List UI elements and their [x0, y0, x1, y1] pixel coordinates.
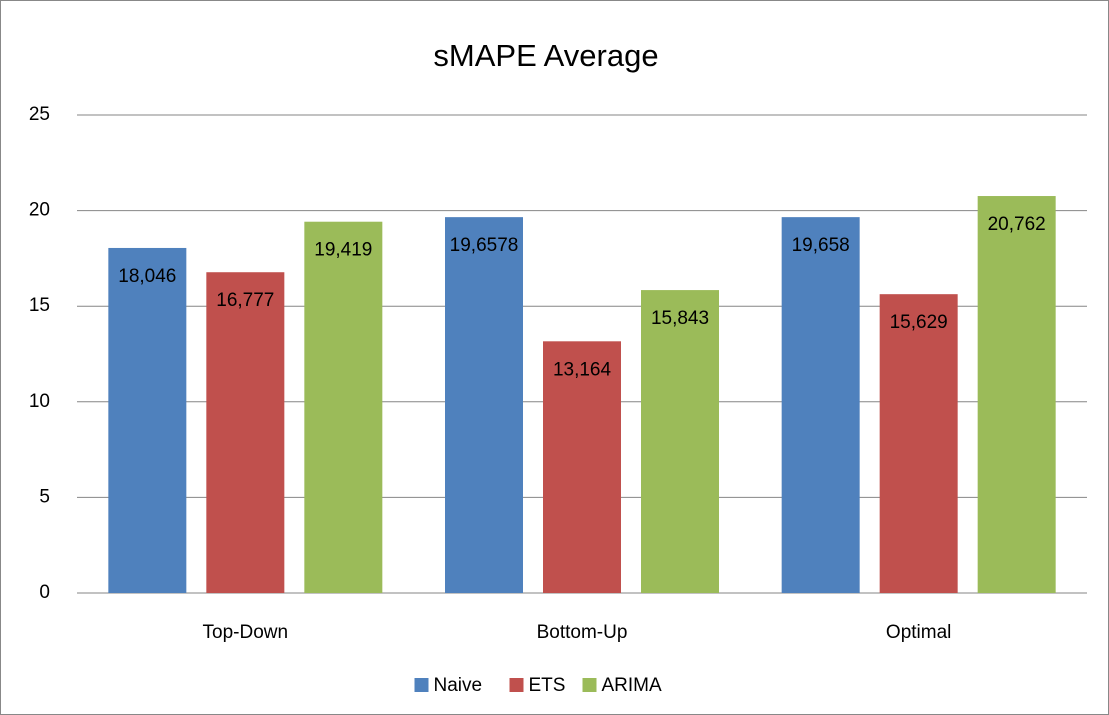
data-label: 19,419	[314, 240, 372, 261]
chart-title: sMAPE Average	[433, 38, 658, 73]
legend-label: ARIMA	[602, 675, 663, 696]
data-label: 15,629	[890, 312, 948, 333]
bar	[781, 217, 860, 593]
data-label: 18,046	[118, 266, 176, 287]
x-tick-label: Top-Down	[203, 622, 289, 643]
data-label: 19,6578	[450, 235, 519, 256]
bar	[977, 196, 1056, 593]
legend-swatch	[509, 678, 524, 692]
legend-swatch	[582, 678, 597, 692]
y-tick-label: 15	[29, 295, 50, 316]
bar	[108, 247, 187, 593]
bar	[304, 221, 383, 593]
y-tick-label: 5	[39, 486, 50, 507]
y-tick-label: 20	[29, 200, 50, 221]
bar	[879, 294, 958, 593]
legend-label: ETS	[529, 675, 566, 696]
x-tick-label: Bottom-Up	[537, 622, 628, 643]
data-label: 13,164	[553, 359, 612, 380]
legend-label: Naive	[434, 675, 483, 696]
data-label: 15,843	[651, 308, 709, 329]
bar	[641, 290, 719, 593]
data-label: 16,777	[216, 290, 274, 311]
bar	[445, 217, 523, 593]
bar	[206, 272, 285, 593]
data-label: 19,658	[792, 235, 850, 256]
x-tick-label: Optimal	[886, 622, 951, 643]
legend-swatch	[414, 678, 429, 692]
y-tick-label: 0	[39, 582, 50, 603]
data-label: 20,762	[988, 214, 1046, 235]
y-tick-label: 25	[29, 104, 50, 125]
bar	[543, 341, 621, 593]
y-tick-label: 10	[29, 391, 50, 412]
